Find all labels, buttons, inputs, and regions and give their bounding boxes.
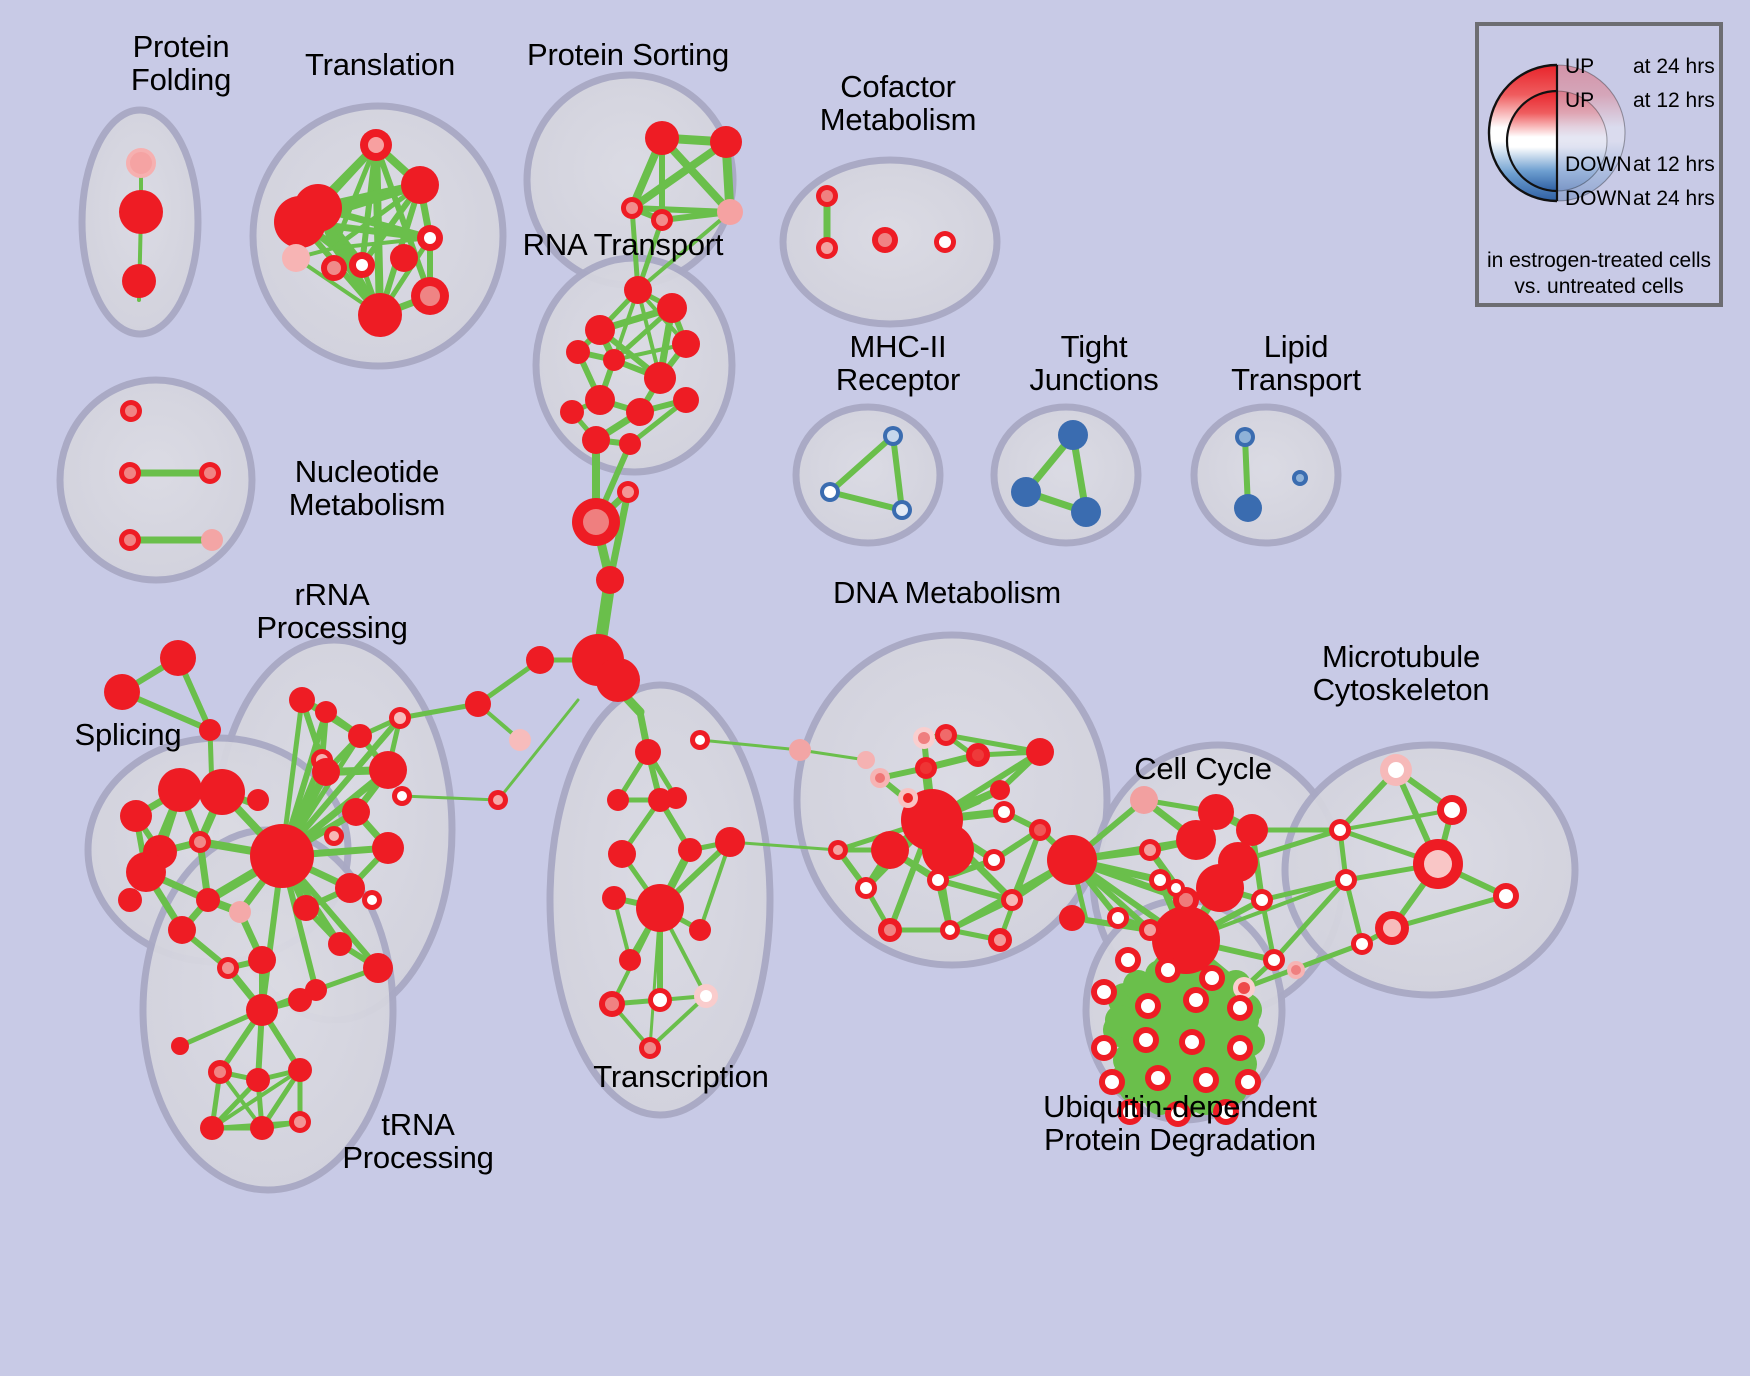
network-nodes <box>104 121 1519 1140</box>
legend-row-down-12: DOWN at 12 hrs <box>1565 148 1725 182</box>
cluster-label-trna-processing: tRNA Processing <box>342 1107 494 1176</box>
blob-lipid-transport <box>1190 403 1342 547</box>
legend-spacer <box>1565 118 1725 148</box>
cluster-label-microtubule: Microtubule Cytoskeleton <box>1312 639 1490 708</box>
blob-nucleotide <box>56 376 256 584</box>
cluster-label-transcription: Transcription <box>593 1059 769 1094</box>
cluster-label-rrna-processing: rRNA Processing <box>256 577 408 646</box>
cluster-label-cell-cycle: Cell Cycle <box>1134 751 1272 786</box>
cluster-label-cofactor-metabolism: Cofactor Metabolism <box>819 69 977 138</box>
blob-tight-junctions <box>990 403 1142 547</box>
cluster-blobs <box>56 71 1579 1194</box>
cluster-label-rna-transport: RNA Transport <box>522 227 724 262</box>
legend-footer: in estrogen-treated cells vs. untreated … <box>1486 249 1712 299</box>
legend-key-up-24: UP <box>1565 55 1595 78</box>
cluster-label-lipid-transport: Lipid Transport <box>1231 329 1361 398</box>
cluster-label-ubiquitin: Ubiquitin-dependent Protein Degradation <box>1043 1089 1317 1158</box>
legend-box: UP at 24 hrs UP at 12 hrs DOWN at 12 hrs… <box>1475 22 1723 307</box>
cluster-label-splicing: Splicing <box>74 717 182 752</box>
legend-val-down-24: at 24 hrs <box>1633 187 1715 210</box>
legend-row-up-24: UP at 24 hrs <box>1565 50 1725 84</box>
cluster-label-mhc-ii-receptor: MHC-II Receptor <box>835 329 961 398</box>
legend-val-up-12: at 12 hrs <box>1633 89 1715 112</box>
cluster-label-tight-junctions: Tight Junctions <box>1029 329 1159 398</box>
legend-row-down-24: DOWN at 24 hrs <box>1565 182 1725 216</box>
legend-rows: UP at 24 hrs UP at 12 hrs DOWN at 12 hrs… <box>1565 50 1725 216</box>
cluster-label-protein-folding: Protein Folding <box>130 29 232 98</box>
legend-key-down-24: DOWN <box>1565 187 1632 210</box>
legend-gradient-circles <box>1487 63 1626 203</box>
cluster-label-nucleotide-metabolism: Nucleotide Metabolism <box>288 454 446 523</box>
blob-mhc <box>792 403 944 547</box>
cluster-label-protein-sorting: Protein Sorting <box>526 37 730 72</box>
legend-key-up-12: UP <box>1565 89 1595 112</box>
cluster-label-translation: Translation <box>305 47 455 82</box>
legend-val-up-24: at 24 hrs <box>1633 55 1715 78</box>
cluster-label-dna-metabolism: DNA Metabolism <box>832 575 1062 610</box>
legend-val-down-12: at 12 hrs <box>1633 153 1715 176</box>
legend-key-down-12: DOWN <box>1565 153 1632 176</box>
legend-row-up-12: UP at 12 hrs <box>1565 84 1725 118</box>
